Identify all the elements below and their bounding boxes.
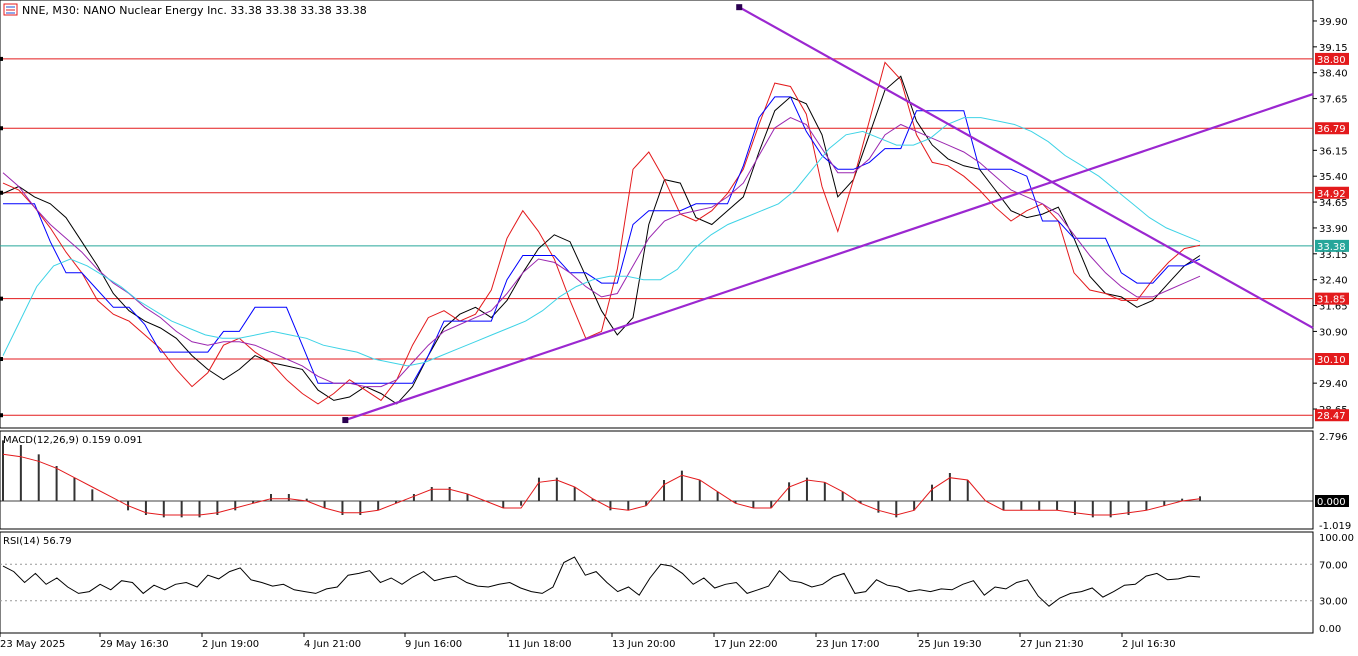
y-tick-label: 39.15 bbox=[1319, 43, 1348, 54]
x-tick-label: 2 Jun 19:00 bbox=[202, 639, 259, 650]
y-tick-label: 39.90 bbox=[1319, 17, 1348, 28]
level-anchor[interactable] bbox=[0, 56, 3, 61]
x-tick-label: 23 Jun 17:00 bbox=[816, 639, 880, 650]
macd-frame bbox=[0, 430, 1314, 530]
x-tick-label: 27 Jun 21:30 bbox=[1020, 639, 1084, 650]
level-price-tag bbox=[1315, 409, 1349, 422]
level-price-tag bbox=[1315, 122, 1349, 135]
level-price-tag bbox=[1315, 186, 1349, 199]
level-anchor[interactable] bbox=[0, 413, 3, 418]
symbol-title: NNE, M30: NANO Nuclear Energy Inc. 33.38… bbox=[22, 4, 367, 17]
y-tick-label: 35.40 bbox=[1319, 172, 1348, 183]
x-tick-label: 29 May 16:30 bbox=[100, 639, 169, 650]
y-tick-label: 31.65 bbox=[1319, 302, 1348, 313]
price-series-line bbox=[2, 75, 1201, 405]
level-price-label: 28.47 bbox=[1317, 411, 1346, 422]
x-tick-label: 4 Jun 21:00 bbox=[304, 639, 361, 650]
y-tick-label: 34.65 bbox=[1319, 198, 1348, 209]
macd-current-label: 0.000 bbox=[1317, 497, 1346, 508]
rsi-panel: 100.00 70.00 30.00 0.00 bbox=[0, 531, 1354, 635]
chart-header: NNE, M30: NANO Nuclear Energy Inc. 33.38… bbox=[3, 3, 367, 17]
rsi-frame bbox=[0, 531, 1314, 634]
level-anchor[interactable] bbox=[0, 190, 3, 195]
level-price-label: 34.92 bbox=[1317, 189, 1346, 200]
level-price-tag bbox=[1315, 353, 1349, 366]
y-tick-label: 30.90 bbox=[1319, 327, 1348, 338]
x-tick-label: 17 Jun 22:00 bbox=[714, 639, 778, 650]
rsi-y-tick-label: 100.00 bbox=[1319, 533, 1354, 544]
resistance-trendline[interactable] bbox=[738, 6, 1314, 329]
chart-menu-icon[interactable] bbox=[3, 3, 18, 16]
level-anchor[interactable] bbox=[0, 357, 3, 362]
price-series-line bbox=[3, 96, 1201, 384]
macd-y-tick-label: 2.796 bbox=[1319, 432, 1348, 443]
level-price-tag bbox=[1315, 292, 1349, 305]
level-price-label: 36.79 bbox=[1317, 124, 1346, 135]
rsi-y-tick-label: 0.00 bbox=[1319, 624, 1341, 635]
rsi-y-tick-label: 30.00 bbox=[1319, 597, 1348, 608]
level-anchor[interactable] bbox=[0, 126, 3, 131]
trendline-handle[interactable] bbox=[736, 4, 743, 11]
level-price-label: 31.85 bbox=[1317, 295, 1346, 306]
trendline-handle[interactable] bbox=[342, 417, 349, 424]
price-panel: 39.90 39.15 38.40 37.65 36.15 35.40 34.65 33.90… bbox=[0, 0, 1349, 429]
price-series-line bbox=[2, 61, 1201, 405]
rsi-line bbox=[2, 556, 1201, 607]
level-anchor[interactable] bbox=[0, 296, 3, 301]
y-tick-label: 32.40 bbox=[1319, 276, 1348, 287]
current-price-tag bbox=[1315, 239, 1349, 252]
price-frame bbox=[0, 0, 1314, 429]
macd-current-tag bbox=[1315, 495, 1349, 507]
y-tick-label: 38.40 bbox=[1319, 69, 1348, 80]
y-tick-label: 36.15 bbox=[1319, 146, 1348, 157]
macd-signal-line bbox=[2, 453, 1201, 516]
x-tick-label: 9 Jun 16:00 bbox=[405, 639, 462, 650]
rsi-y-tick-label: 70.00 bbox=[1319, 560, 1348, 571]
rsi-title: RSI(14) 56.79 bbox=[3, 536, 72, 547]
current-price-label: 33.38 bbox=[1317, 242, 1346, 253]
x-tick-label: 23 May 2025 bbox=[0, 639, 65, 650]
time-axis: 23 May 2025 29 May 16:30 2 Jun 19:00 4 Jun … bbox=[0, 633, 1176, 650]
macd-y-tick-label: -1.019 bbox=[1319, 521, 1351, 532]
y-tick-label: 29.40 bbox=[1319, 379, 1348, 390]
x-tick-label: 13 Jun 20:00 bbox=[612, 639, 676, 650]
x-tick-label: 11 Jun 18:00 bbox=[508, 639, 572, 650]
y-tick-label: 33.15 bbox=[1319, 250, 1348, 261]
macd-title: MACD(12,26,9) 0.159 0.091 bbox=[3, 435, 143, 446]
x-tick-label: 2 Jul 16:30 bbox=[1122, 639, 1176, 650]
level-price-tag bbox=[1315, 52, 1349, 65]
level-price-label: 30.10 bbox=[1317, 355, 1346, 366]
x-tick-label: 25 Jun 19:30 bbox=[918, 639, 982, 650]
level-price-label: 38.80 bbox=[1317, 55, 1346, 66]
support-trendline[interactable] bbox=[344, 93, 1314, 422]
y-tick-label: 33.90 bbox=[1319, 224, 1348, 235]
y-tick-label: 37.65 bbox=[1319, 95, 1348, 106]
price-series-line bbox=[2, 117, 1201, 367]
price-series-line bbox=[2, 117, 1201, 388]
